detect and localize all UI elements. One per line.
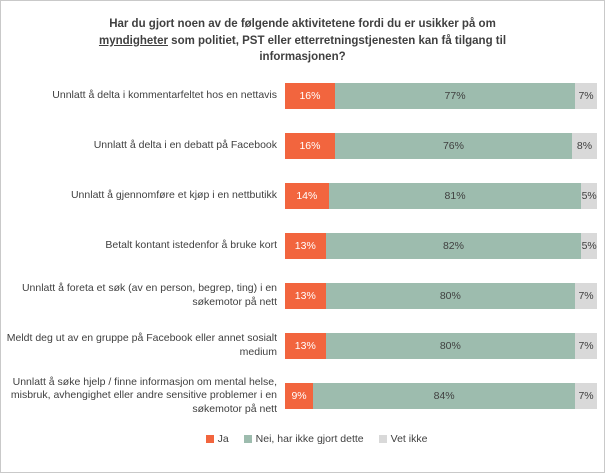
legend-swatch-nei	[243, 435, 252, 444]
value-label: 80%	[439, 340, 461, 353]
legend-label-ja: Ja	[217, 433, 229, 446]
category-label: Unnlatt å søke hjelp / finne informasjon…	[10, 375, 277, 415]
stacked-bar: 16% 76% 8%	[285, 133, 597, 160]
bar-segment-ja: 13%	[285, 283, 326, 310]
legend: Ja Nei, har ikke gjort dette Vet ikke	[1, 433, 604, 445]
category-label: Betalt kontant istedenfor å bruke kort	[105, 239, 277, 252]
bar-segment-ja: 13%	[285, 233, 326, 260]
value-label: 5%	[581, 240, 597, 253]
bar-segment-nei: 84%	[313, 383, 576, 410]
value-label: 80%	[439, 290, 461, 303]
bar-segment-ja: 16%	[285, 133, 335, 160]
bar-row: Unnlatt å gjennomføre et kjøp i en nettb…	[1, 183, 604, 210]
bar-segment-ja: 14%	[285, 183, 329, 210]
legend-item-ja: Ja	[205, 433, 229, 446]
value-label: 82%	[442, 240, 464, 253]
legend-label-nei: Nei, har ikke gjort dette	[255, 433, 364, 446]
stacked-bar: 13% 80% 7%	[285, 333, 597, 360]
bar-segment-nei: 77%	[334, 83, 576, 110]
category-label: Unnlatt å delta i kommentarfeltet hos en…	[52, 89, 277, 102]
category-label: Unnlatt å delta i en debatt på Facebook	[93, 139, 277, 152]
value-label: 7%	[578, 390, 594, 403]
value-label: 16%	[299, 90, 321, 103]
bar-segment-nei: 81%	[328, 183, 582, 210]
bar-segment-nei: 80%	[325, 333, 576, 360]
category-label: Unnlatt å foreta et søk (av en person, b…	[21, 282, 277, 309]
chart-title: Har du gjort noen av de følgende aktivit…	[23, 16, 583, 66]
stacked-bar: 13% 80% 7%	[285, 283, 597, 310]
bars-area: Unnlatt å delta i kommentarfeltet hos en…	[1, 83, 604, 415]
bar-segment-vet-ikke: 7%	[575, 383, 597, 410]
value-label: 13%	[294, 240, 316, 253]
legend-swatch-ja	[205, 435, 214, 444]
title-line2-rest: som politiet, PST eller etterretningstje…	[167, 34, 507, 47]
bar-row: Unnlatt å delta i en debatt på Facebook …	[1, 133, 604, 160]
value-label: 8%	[576, 140, 593, 153]
value-label: 13%	[294, 340, 316, 353]
value-label: 84%	[433, 390, 455, 403]
bar-segment-ja: 13%	[285, 333, 326, 360]
legend-label-vet-ikke: Vet ikke	[390, 433, 428, 446]
title-line3: informasjonen?	[259, 51, 346, 64]
bar-segment-vet-ikke: 5%	[581, 233, 597, 260]
bar-segment-ja: 9%	[285, 383, 314, 410]
legend-item-nei: Nei, har ikke gjort dette	[243, 433, 364, 446]
bar-row: Unnlatt å søke hjelp / finne informasjon…	[1, 376, 604, 415]
legend-item-vet-ikke: Vet ikke	[378, 433, 428, 446]
bar-segment-nei: 76%	[334, 133, 573, 160]
bar-row: Betalt kontant istedenfor å bruke kort 1…	[1, 233, 604, 260]
value-label: 16%	[299, 140, 321, 153]
stacked-bar: 16% 77% 7%	[285, 83, 597, 110]
value-label: 7%	[578, 340, 594, 353]
bar-segment-vet-ikke: 7%	[575, 333, 597, 360]
value-label: 14%	[296, 190, 318, 203]
title-line1: Har du gjort noen av de følgende aktivit…	[109, 18, 496, 30]
bar-segment-vet-ikke: 8%	[572, 133, 597, 160]
legend-swatch-vet-ikke	[378, 435, 387, 444]
value-label: 13%	[294, 290, 316, 303]
bar-segment-vet-ikke: 5%	[581, 183, 597, 210]
bar-row: Unnlatt å foreta et søk (av en person, b…	[1, 282, 604, 310]
bar-row: Unnlatt å delta i kommentarfeltet hos en…	[1, 83, 604, 110]
value-label: 7%	[578, 290, 594, 303]
bar-row: Meldt deg ut av en gruppe på Facebook el…	[1, 332, 604, 360]
stacked-bar: 14% 81% 5%	[285, 183, 597, 210]
title-underlined-word: myndigheter	[98, 34, 168, 47]
category-label: Meldt deg ut av en gruppe på Facebook el…	[6, 332, 277, 359]
category-label: Unnlatt å gjennomføre et kjøp i en nettb…	[70, 189, 277, 202]
bar-segment-vet-ikke: 7%	[575, 283, 597, 310]
value-label: 9%	[291, 390, 307, 403]
bar-segment-nei: 80%	[325, 283, 576, 310]
value-label: 77%	[444, 90, 466, 103]
value-label: 76%	[442, 140, 464, 153]
bar-segment-vet-ikke: 7%	[575, 83, 597, 110]
value-label: 7%	[578, 90, 594, 103]
value-label: 5%	[581, 190, 597, 203]
bar-segment-nei: 82%	[325, 233, 582, 260]
value-label: 81%	[444, 190, 466, 203]
bar-segment-ja: 16%	[285, 83, 335, 110]
stacked-bar: 13% 82% 5%	[285, 233, 597, 260]
stacked-bar: 9% 84% 7%	[285, 383, 597, 410]
